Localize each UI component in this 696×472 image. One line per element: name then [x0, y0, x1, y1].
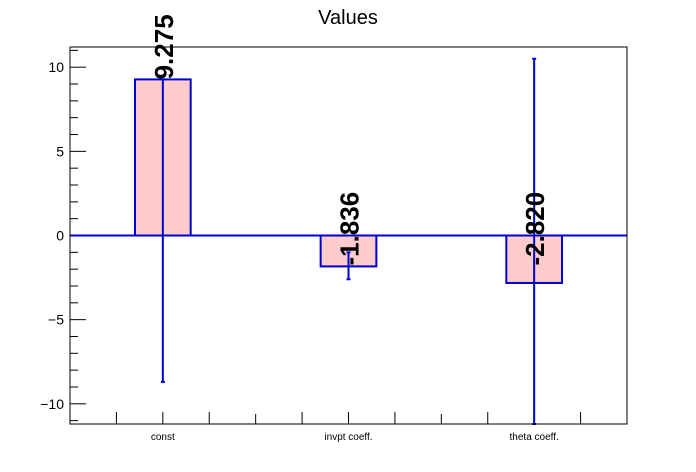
y-tick-label: 5 [56, 143, 64, 159]
x-tick-label: const [151, 432, 175, 443]
x-tick-label: theta coeff. [510, 432, 559, 443]
y-tick-label: 0 [56, 228, 64, 244]
data-label: -2.820 [520, 192, 550, 266]
data-label: -1.836 [335, 192, 365, 266]
y-tick-label: −5 [48, 312, 64, 328]
plot-frame [69, 46, 628, 425]
x-tick-label: invpt coeff. [324, 432, 372, 443]
chart-title: Values [318, 7, 378, 29]
y-tick-label: 10 [48, 59, 64, 75]
y-tick-label: −10 [40, 396, 64, 412]
